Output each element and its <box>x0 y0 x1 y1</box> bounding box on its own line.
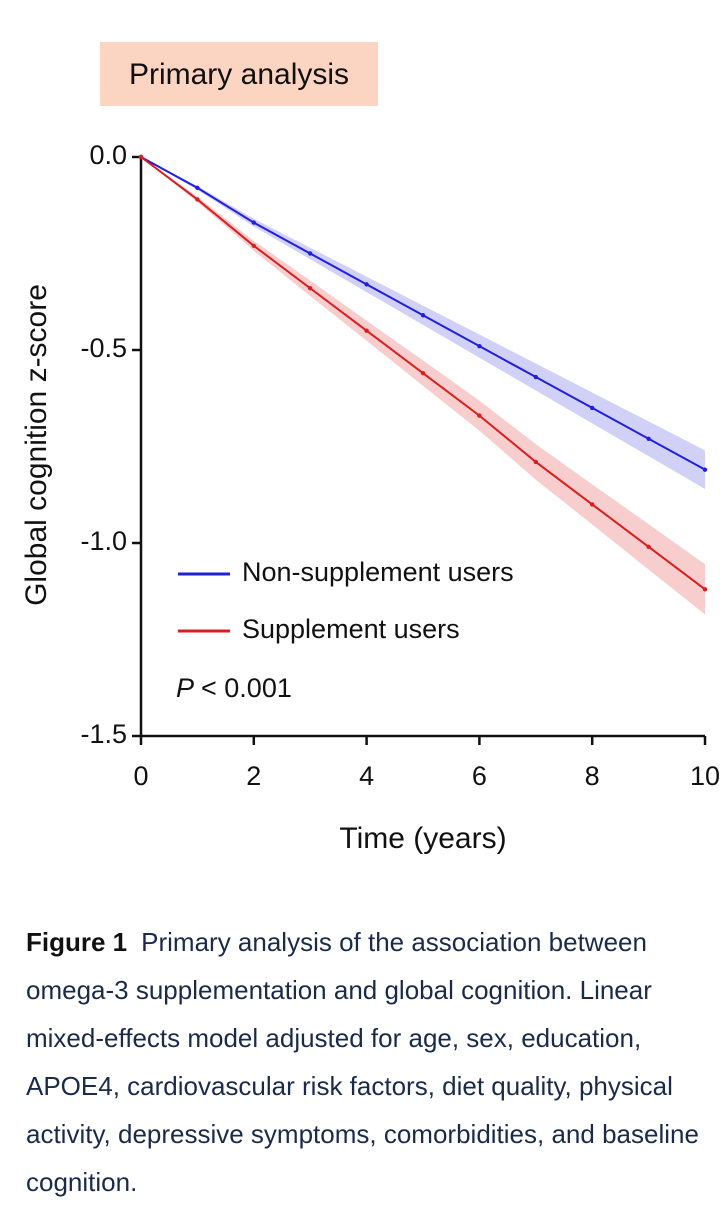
data-point <box>364 282 369 287</box>
y-tick-label: -1.5 <box>80 719 127 749</box>
data-point <box>420 313 426 318</box>
title-box <box>100 42 378 106</box>
chart-title: Primary analysis <box>129 58 349 91</box>
annotation-text: < 0.001 <box>201 673 292 703</box>
data-point <box>702 467 708 472</box>
annotation: P < 0.001 <box>176 673 292 703</box>
y-axis-label: Global cognition z-score <box>20 284 53 606</box>
data-point <box>364 328 369 333</box>
x-tick-label: 8 <box>585 761 600 791</box>
chart: Primary analysis Time (years) Global cog… <box>20 42 720 855</box>
x-axis-label: Time (years) <box>339 822 506 855</box>
legend-label: Non-supplement users <box>242 557 514 587</box>
data-point <box>646 436 651 441</box>
data-point <box>308 286 313 291</box>
data-point <box>533 374 538 380</box>
data-point <box>138 154 144 160</box>
annotation-italic: P <box>176 673 194 703</box>
data-point <box>590 405 595 411</box>
x-tick-label: 0 <box>133 761 148 791</box>
data-point <box>477 343 482 349</box>
caption: Figure 1 Primary analysis of the associat… <box>26 918 710 1206</box>
x-tick-label: 2 <box>246 761 261 791</box>
caption-label: Figure 1 <box>26 927 128 957</box>
y-tick-label: 0.0 <box>89 140 127 170</box>
x-tick-label: 4 <box>359 761 374 791</box>
x-tick-label: 10 <box>690 761 720 791</box>
data-point <box>251 220 256 225</box>
y-tick-label: -0.5 <box>80 333 127 363</box>
data-point <box>420 370 426 376</box>
data-point <box>308 251 313 256</box>
data-point <box>646 544 651 550</box>
confidence-band <box>141 157 705 615</box>
confidence-band <box>141 157 705 489</box>
data-point <box>590 502 595 507</box>
data-point <box>195 185 200 191</box>
caption-text: Primary analysis of the association betw… <box>26 927 699 1197</box>
data-point <box>195 197 200 202</box>
y-tick-label: -1.0 <box>80 526 127 556</box>
legend-label: Supplement users <box>242 614 460 644</box>
data-point <box>533 459 538 465</box>
data-point <box>702 587 708 592</box>
x-tick-label: 6 <box>472 761 487 791</box>
data-point <box>477 413 482 418</box>
data-point <box>251 243 256 248</box>
